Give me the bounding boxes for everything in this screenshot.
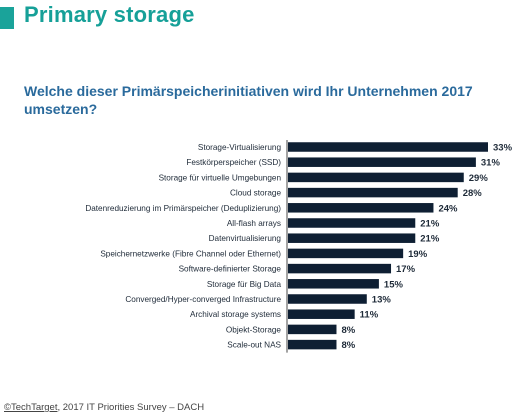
value-label: 8% xyxy=(341,340,355,351)
category-label: Storage für Big Data xyxy=(207,280,282,289)
value-label: 28% xyxy=(463,188,483,199)
value-label: 17% xyxy=(396,264,416,275)
footer-source: ©TechTarget, 2017 IT Priorities Survey –… xyxy=(4,402,204,413)
bar xyxy=(288,263,392,274)
category-label: Festkörperspeicher (SSD) xyxy=(186,158,281,167)
bar-chart: Storage-Virtualisierung 33% Festkörperspei… xyxy=(85,140,513,353)
bar xyxy=(288,172,464,183)
category-label: Converged/Hyper-converged Infrastructure xyxy=(125,295,281,304)
category-label: Cloud storage xyxy=(230,189,281,198)
category-label: Storage für virtuelle Umgebungen xyxy=(159,173,282,182)
bar xyxy=(288,294,367,304)
category-label: Software-definierter Storage xyxy=(179,265,282,274)
bar xyxy=(288,324,337,335)
category-label: Speichernetzwerke (Fibre Channel oder Et… xyxy=(100,249,281,258)
value-label: 24% xyxy=(438,203,458,214)
category-label: Objekt-Storage xyxy=(226,325,282,334)
value-label: 11% xyxy=(360,310,379,321)
value-label: 8% xyxy=(341,325,355,336)
value-label: 33% xyxy=(493,143,513,154)
bar xyxy=(288,218,416,228)
value-label: 13% xyxy=(372,295,392,306)
footer-brand: ©TechTarget xyxy=(4,402,58,413)
category-label: Storage-Virtualisierung xyxy=(198,143,282,152)
header: Primary storage xyxy=(0,0,519,36)
category-label: Datenreduzierung im Primärspeicher (Dedu… xyxy=(85,204,281,213)
chart-question: Welche dieser Primärspeicherinitiativen … xyxy=(24,83,473,117)
bar xyxy=(288,142,488,152)
value-label: 19% xyxy=(408,249,428,260)
bar xyxy=(288,233,416,243)
category-label: Datenvirtualisierung xyxy=(209,234,282,243)
bar xyxy=(288,339,337,350)
title-accent-bar xyxy=(0,7,14,29)
bar xyxy=(288,187,458,198)
category-label: All-flash arrays xyxy=(227,219,281,228)
page-title: Primary storage xyxy=(24,2,195,27)
value-label: 15% xyxy=(384,279,404,290)
bar xyxy=(288,279,379,289)
value-label: 21% xyxy=(420,234,440,245)
bar xyxy=(288,203,434,213)
value-label: 21% xyxy=(420,219,440,230)
category-label: Archival storage systems xyxy=(190,310,281,319)
bar xyxy=(288,309,355,319)
value-label: 31% xyxy=(481,158,501,169)
bar xyxy=(288,248,404,259)
category-label: Scale-out NAS xyxy=(227,341,281,350)
footer-text: , 2017 IT Priorities Survey – DACH xyxy=(57,402,205,413)
value-label: 29% xyxy=(469,173,489,184)
bar xyxy=(288,157,476,167)
